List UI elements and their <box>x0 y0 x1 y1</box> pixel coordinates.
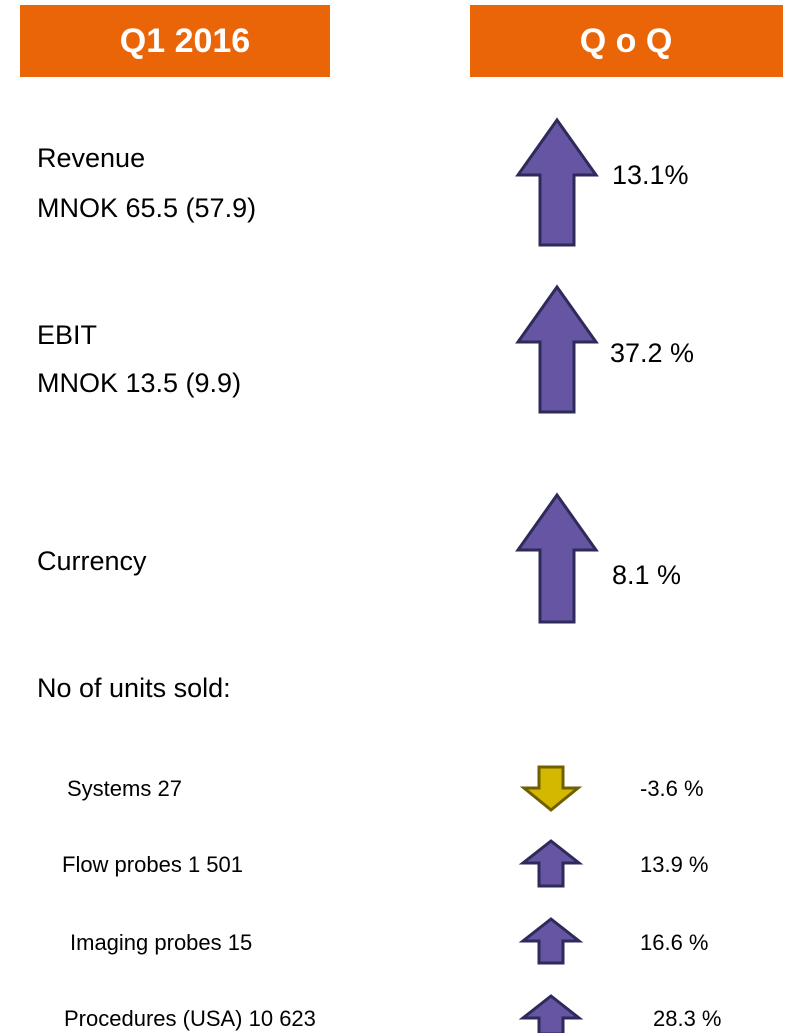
unit-change: -3.6 % <box>640 776 704 801</box>
metric-change: 37.2 % <box>610 338 694 368</box>
arrow-up <box>518 839 584 888</box>
metric-label: MNOK 65.5 (57.9) <box>37 193 256 223</box>
arrow-up <box>518 994 584 1033</box>
unit-label: Imaging probes 15 <box>70 930 252 955</box>
arrow-up <box>515 492 599 624</box>
unit-label: Procedures (USA) 10 623 <box>64 1006 316 1031</box>
unit-label: Systems 27 <box>67 776 182 801</box>
metric-label: MNOK 13.5 (9.9) <box>37 368 241 398</box>
units-title: No of units sold: <box>37 673 231 703</box>
header-box <box>470 5 783 77</box>
metric-label: EBIT <box>37 320 97 350</box>
unit-label: Flow probes 1 501 <box>62 852 243 877</box>
metric-label: Currency <box>37 546 147 576</box>
header-left: Q1 2016 <box>120 22 250 60</box>
arrow-up <box>515 117 599 247</box>
header-box <box>20 5 330 77</box>
metric-change: 13.1% <box>612 160 689 190</box>
unit-change: 13.9 % <box>640 852 709 877</box>
header-right: Q o Q <box>580 22 673 60</box>
arrow-up <box>515 284 599 414</box>
metric-change: 8.1 % <box>612 560 681 590</box>
arrow-up <box>518 917 584 965</box>
metric-label: Revenue <box>37 143 145 173</box>
unit-change: 16.6 % <box>640 930 709 955</box>
arrow-down <box>519 765 583 812</box>
unit-change: 28.3 % <box>653 1006 722 1031</box>
